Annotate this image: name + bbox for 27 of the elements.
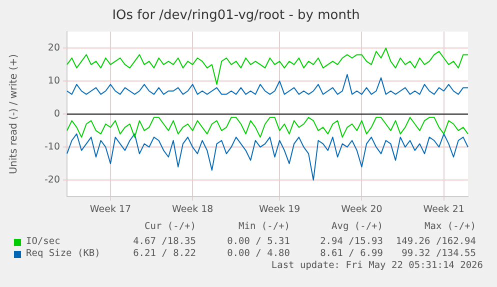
text: 4.67 /18.35	[133, 236, 196, 247]
x-tick-label: Week 18	[172, 204, 214, 215]
legend-label: IO/sec	[26, 236, 60, 247]
text: Last update: Fri May 22 05:31:14 2026	[271, 260, 483, 271]
text: Cur (-/+)	[144, 221, 196, 232]
x-tick-label: Week 21	[423, 204, 464, 215]
x-tick-label: Week 20	[341, 204, 382, 215]
text: Min (-/+)	[238, 221, 290, 232]
y-tick-label: 10	[48, 76, 60, 87]
text: 149.26 /162.94	[396, 236, 476, 247]
y-axis-title: Units read (-) / write (+)	[8, 54, 20, 174]
text: 0.00 / 5.31	[227, 236, 290, 247]
chart-title: IOs for /dev/ring01-vg/root - by month	[112, 8, 360, 24]
text: Avg (-/+)	[332, 221, 383, 232]
text: 0.00 / 4.80	[227, 248, 290, 259]
y-tick-label: -20	[44, 174, 60, 186]
text: 6.21 / 8.22	[133, 248, 196, 259]
y-tick-label: -10	[44, 142, 60, 153]
y-tick-label: 0	[54, 108, 60, 120]
y-tick-label: 20	[48, 42, 60, 54]
x-tick-label: Week 19	[259, 204, 300, 215]
x-tick-label: Week 17	[90, 204, 132, 215]
text: Max (-/+)	[424, 221, 476, 232]
text: 8.61 / 6.99	[320, 248, 383, 259]
text: 99.32 /134.55	[402, 248, 476, 259]
legend-label: Req Size (KB)	[26, 248, 100, 259]
text: 2.94 /15.93	[320, 236, 383, 247]
